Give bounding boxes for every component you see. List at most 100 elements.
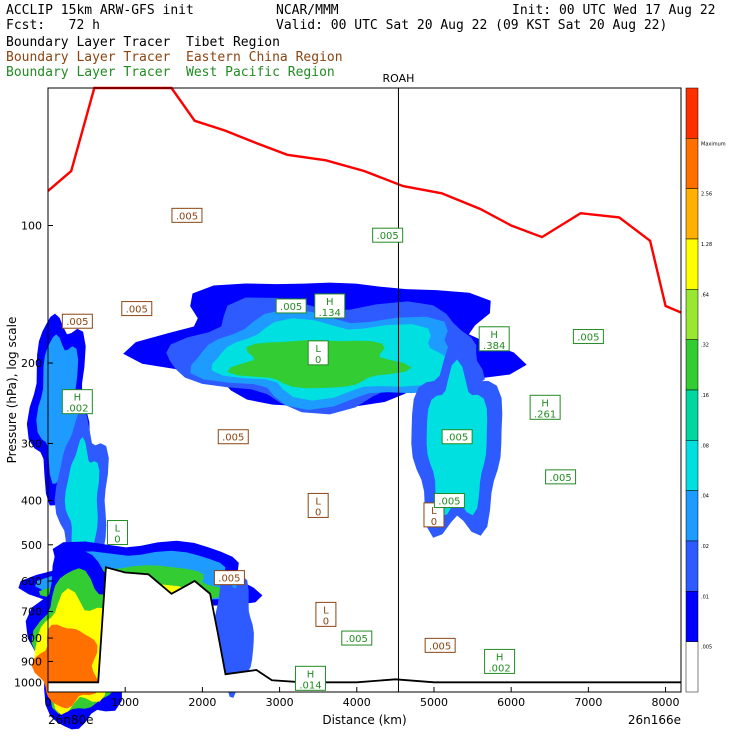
y-tick-label: 400 bbox=[21, 495, 42, 508]
contour-label-21: .014 bbox=[299, 680, 321, 691]
y-tick-label: 500 bbox=[21, 539, 42, 552]
contour-label-box-1 bbox=[121, 301, 153, 317]
contour-label-box-22 bbox=[484, 648, 516, 674]
x-tick-label: 7000 bbox=[574, 696, 602, 709]
x-left-endpoint-label: 26n80e bbox=[48, 713, 94, 727]
contour-label-22: H bbox=[496, 652, 504, 663]
contour-label-12: .384 bbox=[483, 341, 505, 352]
contour-label-box-12 bbox=[478, 326, 510, 352]
contour-label-box-8 bbox=[307, 340, 329, 366]
colorbar-swatch-1 bbox=[685, 591, 699, 642]
colorbar-level-label: .64 bbox=[701, 292, 709, 298]
contour-label-9: 0 bbox=[315, 507, 321, 518]
contour-label-15: .005 bbox=[577, 333, 599, 344]
contour-label-13: H bbox=[541, 398, 549, 409]
contour-label-16: L bbox=[115, 524, 121, 535]
legend-tibet: Boundary Layer Tracer Tibet Region bbox=[6, 35, 280, 50]
contour-label-box-6 bbox=[61, 389, 93, 415]
colorbar-swatch-7 bbox=[685, 289, 699, 340]
colorbar-level-label: .08 bbox=[701, 443, 709, 449]
contour-label-5: .134 bbox=[319, 308, 341, 319]
colorbar-swatch-11 bbox=[685, 87, 699, 139]
x-tick-label: 8000 bbox=[652, 696, 680, 709]
contour-label-box-23 bbox=[433, 493, 465, 509]
contour-label-box-20 bbox=[424, 637, 456, 653]
y-tick-label: 300 bbox=[21, 437, 42, 450]
contour-label-13: .261 bbox=[534, 409, 556, 420]
x-tick-label: 6000 bbox=[497, 696, 525, 709]
colorbar-swatch-4 bbox=[685, 440, 699, 491]
y-tick-label: 200 bbox=[21, 357, 42, 370]
y-tick-label: 800 bbox=[21, 632, 42, 645]
contour-label-22: .002 bbox=[488, 663, 510, 674]
colorbar-swatch-10 bbox=[685, 138, 699, 189]
contour-label-box-2 bbox=[171, 207, 203, 223]
header-center: NCAR/MMM bbox=[276, 3, 339, 18]
contour-label-1: .005 bbox=[126, 305, 148, 316]
contour-label-5: H bbox=[326, 297, 334, 308]
header-model: ACCLIP 15km ARW-GFS init bbox=[6, 3, 194, 18]
colorbar-level-label: .04 bbox=[701, 494, 709, 500]
contour-label-box-9 bbox=[307, 492, 329, 518]
contour-label-19: .005 bbox=[346, 634, 368, 645]
colorbar-level-label: .16 bbox=[701, 393, 709, 399]
contour-label-box-3 bbox=[275, 298, 307, 314]
terrain-line bbox=[48, 566, 681, 684]
colorbar-swatch-6 bbox=[685, 339, 699, 391]
contour-label-6: .002 bbox=[66, 404, 88, 415]
colorbar-level-label: .32 bbox=[701, 343, 709, 349]
colorbar-swatch-0 bbox=[685, 641, 699, 693]
contour-label-8: L bbox=[315, 344, 321, 355]
colorbar-level-label: 2.56 bbox=[701, 192, 712, 198]
colorbar-swatch-5 bbox=[685, 389, 699, 441]
contour-label-21: H bbox=[307, 669, 315, 680]
tracer-shading-left-3 bbox=[64, 437, 100, 559]
contour-label-7: .005 bbox=[222, 433, 244, 444]
header-valid: Valid: 00 UTC Sat 20 Aug 22 (09 KST Sat … bbox=[276, 18, 668, 33]
contour-label-box-5 bbox=[314, 293, 346, 319]
y-tick-label: 700 bbox=[21, 606, 42, 619]
x-right-endpoint-label: 26n166e bbox=[628, 713, 681, 727]
contour-label-box-15 bbox=[572, 329, 604, 345]
colorbar-level-label: Maximum bbox=[701, 141, 726, 147]
contour-label-box-14 bbox=[545, 469, 577, 485]
contour-label-box-13 bbox=[529, 394, 561, 420]
header-fcst: Fcst: 72 h bbox=[6, 18, 100, 33]
colorbar-level-label: .02 bbox=[701, 544, 709, 550]
tropopause-line bbox=[47, 86, 682, 314]
legend-eastern-china: Boundary Layer Tracer Eastern China Regi… bbox=[6, 50, 343, 65]
contour-label-box-16 bbox=[106, 520, 128, 546]
contour-label-20: .005 bbox=[429, 641, 451, 652]
contour-label-18: 0 bbox=[323, 616, 329, 627]
y-tick-label: 100 bbox=[21, 220, 42, 233]
contour-label-box-18 bbox=[315, 601, 337, 627]
x-tick-label: 3000 bbox=[266, 696, 294, 709]
x-tick-label: 5000 bbox=[420, 696, 448, 709]
contour-label-2: .005 bbox=[176, 211, 198, 222]
colorbar-level-label: 1.28 bbox=[701, 242, 712, 248]
colorbar-level-label: .01 bbox=[701, 594, 709, 600]
contour-label-16: 0 bbox=[114, 535, 120, 546]
x-tick-label: 4000 bbox=[343, 696, 371, 709]
y-tick-label: 900 bbox=[21, 655, 42, 668]
contour-label-6: H bbox=[74, 393, 82, 404]
legend-west-pacific: Boundary Layer Tracer West Pacific Regio… bbox=[6, 65, 335, 80]
x-tick-label: 2000 bbox=[188, 696, 216, 709]
contour-label-box-0 bbox=[61, 313, 93, 329]
y-tick-label: 600 bbox=[21, 575, 42, 588]
contour-label-4: .005 bbox=[377, 231, 399, 242]
contour-label-box-4 bbox=[372, 227, 404, 243]
colorbar-swatch-9 bbox=[685, 188, 699, 240]
contour-label-3: .005 bbox=[280, 302, 302, 313]
contour-label-8: 0 bbox=[315, 355, 321, 366]
plot-frame bbox=[47, 87, 682, 693]
y-axis-title: Pressure (hPa), log scale bbox=[5, 317, 19, 464]
contour-label-box-17 bbox=[213, 570, 245, 586]
station-label: ROAH bbox=[383, 72, 415, 85]
contour-label-10: 0 bbox=[431, 517, 437, 528]
contour-label-box-19 bbox=[341, 630, 373, 646]
y-tick-label: 1000 bbox=[14, 676, 42, 689]
contour-label-11: .005 bbox=[446, 433, 468, 444]
x-tick-label: 0 bbox=[45, 696, 52, 709]
